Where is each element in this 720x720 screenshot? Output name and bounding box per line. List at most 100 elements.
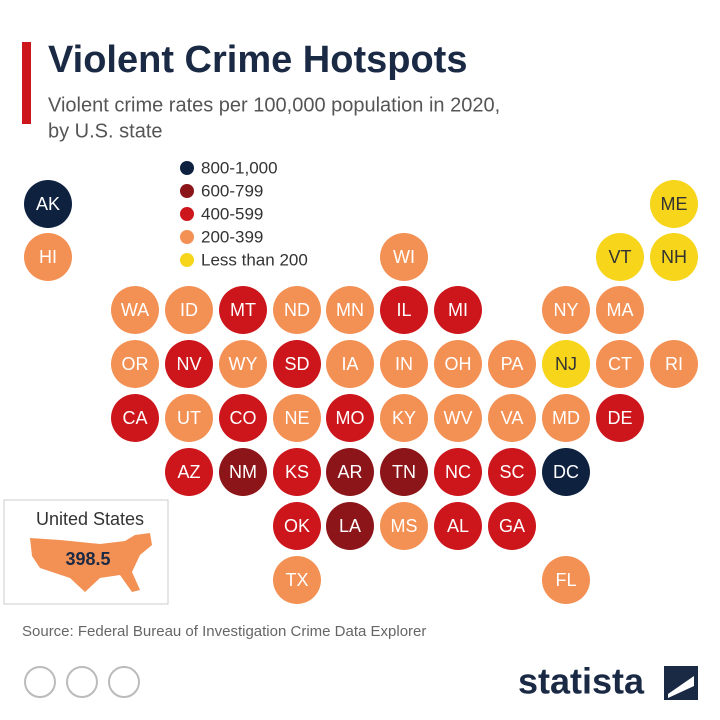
state-tile: [380, 286, 428, 334]
logo-icon-mark: [668, 676, 694, 698]
state-label: GA: [499, 516, 525, 536]
state-tile: [380, 233, 428, 281]
summary-label: United States: [36, 509, 144, 529]
state-tile: [380, 340, 428, 388]
state-label: SC: [499, 462, 524, 482]
state-label: ID: [180, 300, 198, 320]
state-tile: [326, 502, 374, 550]
state-label: AR: [337, 462, 362, 482]
state-tile: [542, 394, 590, 442]
state-tile: [273, 340, 321, 388]
state-tile: [165, 448, 213, 496]
state-tile: [273, 502, 321, 550]
state-tile: [326, 394, 374, 442]
source: Source: Federal Bureau of Investigation …: [22, 623, 426, 640]
state-label: ND: [284, 300, 310, 320]
state-tile: [596, 394, 644, 442]
state-label: CO: [230, 408, 257, 428]
legend: 800-1,000 600-799 400-599 200-399 Less than …: [180, 158, 308, 269]
state-tile: [542, 448, 590, 496]
state-label: WV: [444, 408, 473, 428]
state-label: NJ: [555, 354, 577, 374]
state-label: HI: [39, 247, 57, 267]
state-label: KY: [392, 408, 416, 428]
nd-icon: [108, 666, 140, 698]
state-label: AK: [36, 194, 60, 214]
state-tile: [165, 340, 213, 388]
state-label: OK: [284, 516, 310, 536]
state-label: KS: [285, 462, 309, 482]
state-label: NH: [661, 247, 687, 267]
state-label: CA: [122, 408, 147, 428]
state-tile: [542, 286, 590, 334]
state-tile: [434, 448, 482, 496]
state-label: WI: [393, 247, 415, 267]
state-label: RI: [665, 354, 683, 374]
state-label: NE: [284, 408, 309, 428]
state-tile: [273, 394, 321, 442]
state-tile: [596, 286, 644, 334]
state-tile: [488, 340, 536, 388]
state-tile: [219, 394, 267, 442]
state-tile: [273, 286, 321, 334]
state-label: ME: [661, 194, 688, 214]
legend-swatch: [180, 207, 194, 221]
state-label: MD: [552, 408, 580, 428]
state-tile: [380, 502, 428, 550]
state-label: WY: [229, 354, 258, 374]
state-label: NC: [445, 462, 471, 482]
state-tile: [326, 448, 374, 496]
state-label: MI: [448, 300, 468, 320]
state-label: MS: [391, 516, 418, 536]
state-label: MA: [607, 300, 634, 320]
state-tile: [380, 394, 428, 442]
state-tile: [219, 448, 267, 496]
state-tile: [111, 286, 159, 334]
title: Violent Crime Hotspots: [48, 39, 467, 81]
legend-label: 200-399: [201, 227, 263, 246]
state-label: IL: [396, 300, 411, 320]
state-tile: [488, 502, 536, 550]
state-tile: [488, 394, 536, 442]
accent-bar: [22, 42, 31, 124]
state-label: VA: [501, 408, 524, 428]
state-label: NV: [176, 354, 201, 374]
logo: statista: [518, 661, 645, 702]
state-label: MT: [230, 300, 256, 320]
us-summary: United States 398.5: [3, 499, 169, 605]
state-label: WA: [121, 300, 149, 320]
state-tile: [542, 340, 590, 388]
legend-swatch: [180, 253, 194, 267]
state-tile: [111, 340, 159, 388]
tile-map: AK HI WI VT NH ME WA ID MT ND MN IL MI NY MA OR NV WY SD IA…: [24, 180, 698, 604]
state-label: UT: [177, 408, 201, 428]
state-tile: [326, 286, 374, 334]
state-label: SD: [284, 354, 309, 374]
subtitle: by U.S. state: [48, 120, 163, 142]
legend-swatch: [180, 161, 194, 175]
summary-value: 398.5: [65, 549, 110, 569]
state-tile: [542, 556, 590, 604]
legend-label: Less than 200: [201, 250, 308, 269]
state-tile: [165, 286, 213, 334]
state-tile: [596, 233, 644, 281]
state-tile: [434, 340, 482, 388]
state-label: MN: [336, 300, 364, 320]
state-label: NM: [229, 462, 257, 482]
state-tile: [434, 394, 482, 442]
cc-icon: [24, 666, 56, 698]
state-tile: [24, 233, 72, 281]
state-tile: [650, 180, 698, 228]
legend-swatch: [180, 184, 194, 198]
state-label: DC: [553, 462, 579, 482]
state-label: VT: [608, 247, 631, 267]
state-tile: [326, 340, 374, 388]
state-tile: [219, 340, 267, 388]
state-tile: [596, 340, 644, 388]
state-label: OH: [445, 354, 472, 374]
us-silhouette: [30, 533, 152, 592]
state-tile: [434, 286, 482, 334]
state-label: NY: [553, 300, 578, 320]
state-tile: [273, 448, 321, 496]
